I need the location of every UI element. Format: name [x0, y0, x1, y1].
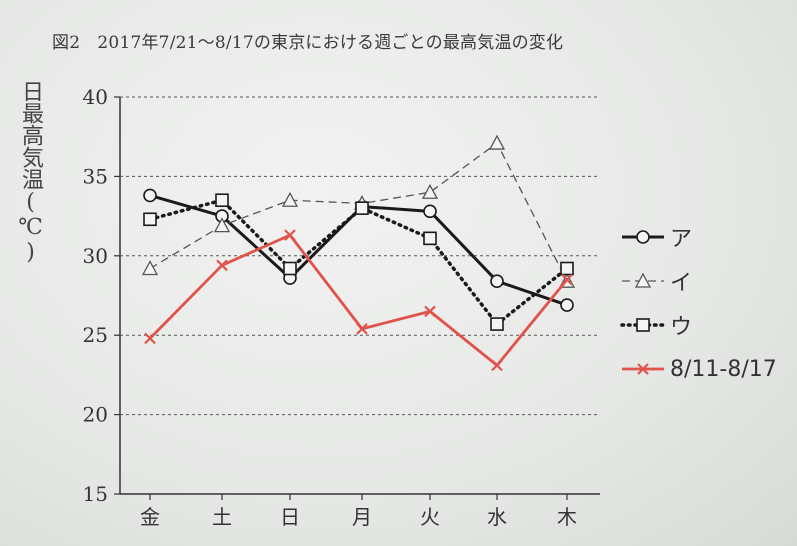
data-point — [144, 332, 156, 345]
data-point — [491, 359, 503, 372]
data-point — [213, 217, 231, 233]
y-tick-label: 20 — [83, 403, 108, 427]
data-point — [143, 212, 157, 227]
data-point — [356, 323, 368, 335]
x-tick-label: 火 — [420, 505, 440, 529]
y-tick-label: 30 — [83, 244, 108, 268]
y-tick-label: 40 — [83, 85, 108, 109]
data-point — [216, 259, 228, 272]
data-point — [141, 260, 159, 276]
data-point — [424, 305, 436, 318]
x-tick-label: 金 — [140, 505, 160, 529]
x-tick-label: 月 — [352, 505, 372, 529]
data-point — [283, 261, 297, 276]
legend-swatch — [622, 230, 664, 244]
data-point — [143, 188, 157, 203]
legend-item: ア — [620, 215, 795, 259]
y-tick-label: 15 — [83, 482, 108, 506]
data-point — [423, 231, 437, 246]
data-point — [281, 191, 299, 207]
data-point — [560, 298, 574, 312]
legend-item: ウ — [620, 303, 795, 347]
data-point — [490, 317, 504, 331]
legend-swatch — [622, 363, 664, 375]
legend-label: 8/11-8/17 — [670, 356, 777, 382]
x-tick-label: 水 — [487, 505, 507, 529]
x-tick-label: 木 — [557, 505, 577, 529]
data-point — [488, 134, 506, 150]
y-axis-label: 日最高気温(℃) — [18, 80, 43, 265]
legend-marker — [636, 318, 650, 332]
legend-label: ア — [670, 227, 693, 252]
legend-marker — [634, 272, 652, 288]
data-point — [421, 183, 439, 199]
y-tick-label: 25 — [83, 323, 108, 347]
x-tick-label: 日 — [280, 505, 300, 529]
legend: アイウ 8/11-8/17 — [620, 215, 795, 391]
data-point — [560, 261, 574, 276]
legend-swatch — [620, 318, 666, 332]
legend-label: イ — [670, 271, 693, 296]
data-point — [423, 204, 437, 219]
series-line — [149, 233, 569, 367]
data-point — [490, 274, 504, 289]
legend-swatch — [622, 272, 664, 288]
x-tick-label: 土 — [212, 505, 232, 529]
data-point — [355, 201, 369, 215]
series-3 — [143, 193, 574, 331]
data-point — [215, 193, 229, 208]
data-point — [561, 273, 573, 286]
data-point — [284, 229, 296, 241]
legend-marker — [637, 363, 649, 375]
legend-marker — [636, 230, 650, 244]
legend-item: イ — [620, 259, 795, 303]
chart-title: 図2 2017年7/21～8/17の東京における週ごとの最高気温の変化 — [52, 33, 564, 53]
series-4 — [144, 229, 573, 372]
legend-label: ウ — [670, 315, 693, 340]
series-line — [148, 198, 569, 326]
legend-item: 8/11-8/17 — [620, 347, 795, 391]
y-tick-label: 35 — [83, 164, 108, 188]
